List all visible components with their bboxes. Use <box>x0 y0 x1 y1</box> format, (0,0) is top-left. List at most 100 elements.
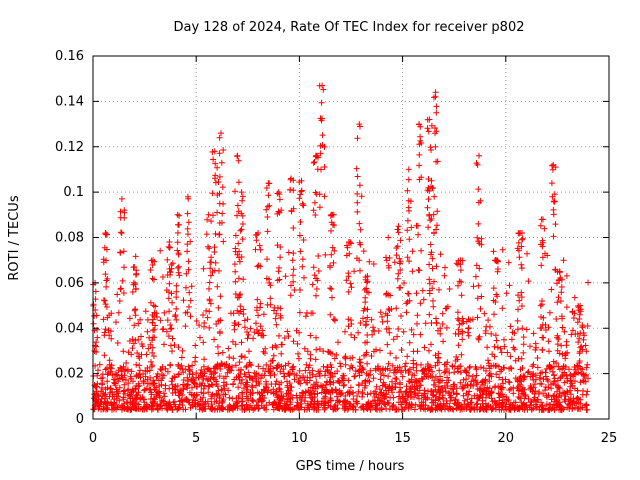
data-point <box>180 406 187 413</box>
data-point <box>340 375 347 382</box>
data-point <box>494 266 501 272</box>
data-point <box>515 405 522 412</box>
data-point <box>488 373 495 380</box>
data-point <box>355 388 362 395</box>
data-point <box>144 328 151 335</box>
data-point <box>164 272 171 278</box>
data-point <box>377 309 384 316</box>
data-point <box>371 394 378 400</box>
data-point <box>185 258 192 265</box>
data-point <box>95 367 101 374</box>
data-point <box>434 158 441 165</box>
x-tick-label: 20 <box>498 431 515 446</box>
data-point <box>251 369 258 376</box>
data-point <box>343 242 350 249</box>
data-point <box>328 227 334 234</box>
data-point <box>310 264 317 271</box>
data-point <box>574 331 581 337</box>
data-point <box>418 375 425 382</box>
data-point <box>561 328 568 335</box>
data-point <box>474 295 481 302</box>
data-point <box>327 374 334 381</box>
data-point <box>279 404 286 411</box>
data-point <box>523 326 530 333</box>
data-point <box>307 332 314 339</box>
data-point <box>145 345 152 352</box>
data-point <box>134 391 141 398</box>
data-point <box>394 364 401 371</box>
data-point <box>364 306 371 313</box>
data-point <box>457 379 464 386</box>
data-point <box>465 332 472 339</box>
data-point <box>512 357 519 364</box>
data-point <box>232 278 239 285</box>
data-point <box>362 378 368 385</box>
data-point <box>562 350 569 357</box>
x-tick-label: 25 <box>601 431 618 446</box>
data-point <box>301 398 308 405</box>
data-point <box>218 159 225 166</box>
data-point <box>111 399 118 406</box>
data-point <box>165 333 172 340</box>
data-point <box>165 289 172 296</box>
data-point <box>234 403 241 410</box>
data-point <box>488 330 495 337</box>
data-point <box>231 261 238 268</box>
data-point <box>373 346 379 353</box>
data-point <box>364 391 371 398</box>
data-point <box>329 294 335 301</box>
data-point <box>404 353 411 360</box>
data-point <box>98 384 105 391</box>
data-point <box>232 362 239 369</box>
data-point <box>539 321 546 328</box>
data-point <box>567 391 574 398</box>
data-point <box>135 389 142 396</box>
data-point <box>265 387 272 394</box>
data-point <box>450 389 457 396</box>
data-point <box>410 331 417 338</box>
data-point <box>569 405 576 412</box>
data-point <box>113 319 119 326</box>
data-point <box>300 202 306 209</box>
data-point <box>406 258 413 265</box>
data-point <box>293 327 300 334</box>
data-point <box>392 384 399 391</box>
data-point <box>421 391 428 397</box>
data-point <box>380 379 387 386</box>
data-point <box>408 224 415 231</box>
data-point <box>436 389 443 396</box>
data-point <box>320 400 327 407</box>
data-point <box>405 290 412 297</box>
data-point <box>446 286 453 292</box>
data-point <box>312 152 319 159</box>
data-point <box>346 250 353 257</box>
data-point <box>426 116 433 123</box>
data-point <box>368 353 375 359</box>
data-point <box>117 286 124 293</box>
data-point <box>525 395 532 402</box>
data-point <box>458 292 465 299</box>
data-point <box>466 364 473 371</box>
data-point <box>284 328 291 335</box>
y-axis-label: ROTI / TECUs <box>7 195 22 280</box>
data-point <box>392 375 399 382</box>
x-tick-label: 10 <box>291 431 308 446</box>
data-point <box>437 330 444 337</box>
data-point <box>385 262 392 269</box>
data-point <box>390 394 397 401</box>
data-point <box>451 400 458 407</box>
data-point <box>514 317 521 324</box>
data-point <box>319 132 326 139</box>
data-point <box>137 405 144 412</box>
data-point <box>302 313 309 320</box>
data-point <box>356 356 363 363</box>
data-point <box>364 289 371 295</box>
data-point <box>313 334 319 341</box>
data-point <box>118 368 125 375</box>
data-point <box>107 385 114 392</box>
data-point <box>310 207 317 214</box>
data-point <box>518 378 525 385</box>
data-point <box>536 389 543 396</box>
data-point <box>180 369 187 376</box>
data-point <box>175 251 182 258</box>
